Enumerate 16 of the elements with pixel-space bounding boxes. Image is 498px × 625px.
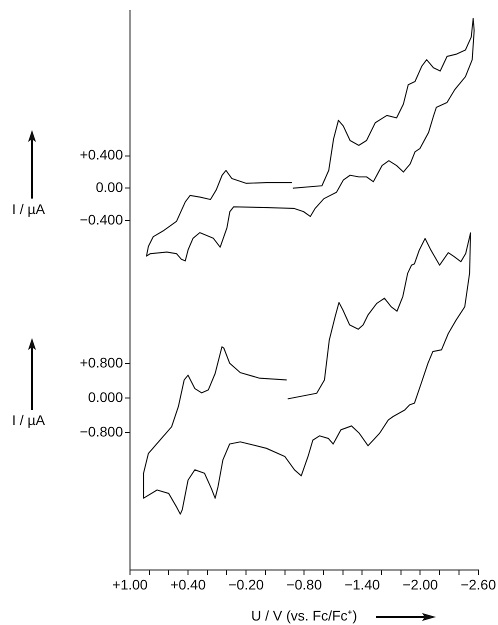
x-tick-label: −1.40 [344,576,380,592]
x-tick-label: −2.00 [402,576,438,592]
y-axis-title: I / µA [12,412,45,428]
y-axis-title: I / µA [12,200,45,216]
y-tick-label: −0.800 [80,423,124,440]
x-tick-label: +1.00 [112,576,148,592]
y-tick-label: +0.400 [80,146,124,163]
x-tick-label: −0.80 [286,576,322,592]
x-tick-label: +0.40 [170,576,206,592]
y-tick-label: 0.00 [96,179,124,196]
x-axis-title: U / V (vs. Fc/Fc⁺) [251,607,358,624]
y-tick-label: −0.400 [80,211,124,228]
y-tick-label: +0.800 [80,354,124,370]
x-tick-label: −2.60 [460,576,496,592]
x-tick-label: −0.20 [228,576,264,592]
y-tick-label: 0.000 [88,388,124,405]
